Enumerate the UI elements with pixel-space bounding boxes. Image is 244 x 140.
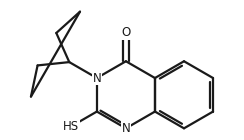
Text: N: N — [122, 122, 130, 135]
Text: N: N — [92, 72, 101, 85]
Text: O: O — [121, 26, 131, 39]
Text: HS: HS — [63, 120, 79, 133]
